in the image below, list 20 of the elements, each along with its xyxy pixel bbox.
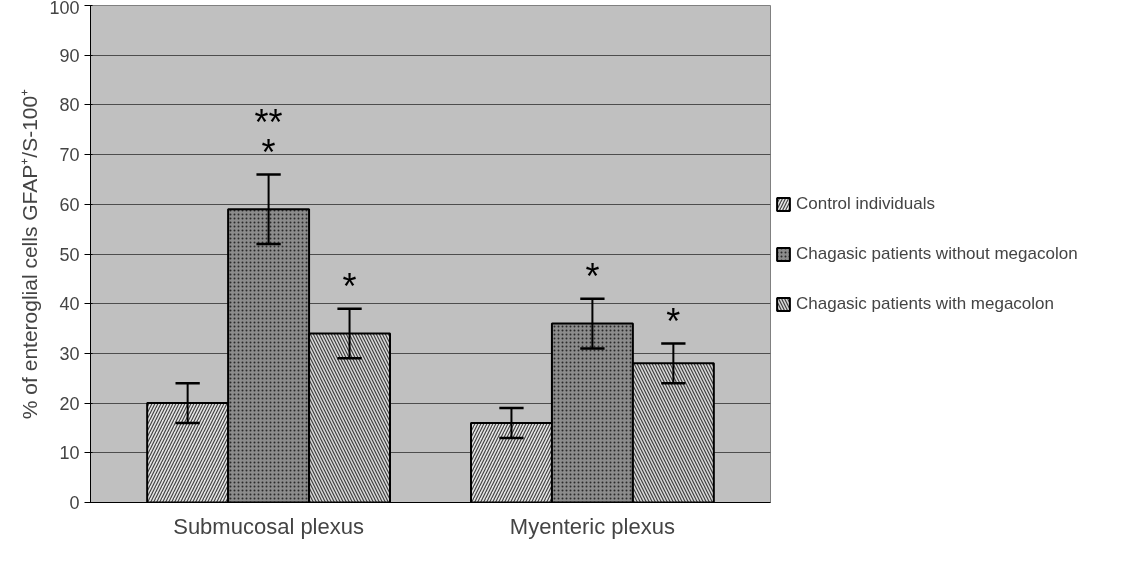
y-tick-label: 10: [59, 443, 80, 464]
annotation: *: [342, 265, 357, 307]
y-tick-label: 0: [69, 493, 80, 513]
y-axis-title: % of enteroglial cells GFAP⁺/S-100⁺: [18, 88, 42, 420]
legend-label: Chagasic patients with megacolon: [796, 293, 1054, 314]
y-tick-label: 60: [59, 194, 80, 215]
legend-label: Chagasic patients without megacolon: [796, 243, 1078, 264]
y-tick-label: 90: [59, 45, 80, 66]
legend-label: Control individuals: [796, 193, 935, 214]
annotation: *: [666, 300, 681, 342]
y-tick-label: 30: [59, 343, 80, 364]
y-tick-label: 80: [59, 95, 80, 116]
y-tick-label: 20: [59, 393, 80, 414]
y-tick-label: 100: [49, 0, 80, 18]
y-tick-label: 70: [59, 145, 80, 166]
y-tick-label: 50: [59, 244, 80, 265]
x-tick-label: Myenteric plexus: [509, 513, 675, 539]
annotation: *: [585, 255, 600, 297]
y-tick-label: 40: [59, 294, 80, 315]
x-tick-label: Submucosal plexus: [173, 513, 364, 539]
